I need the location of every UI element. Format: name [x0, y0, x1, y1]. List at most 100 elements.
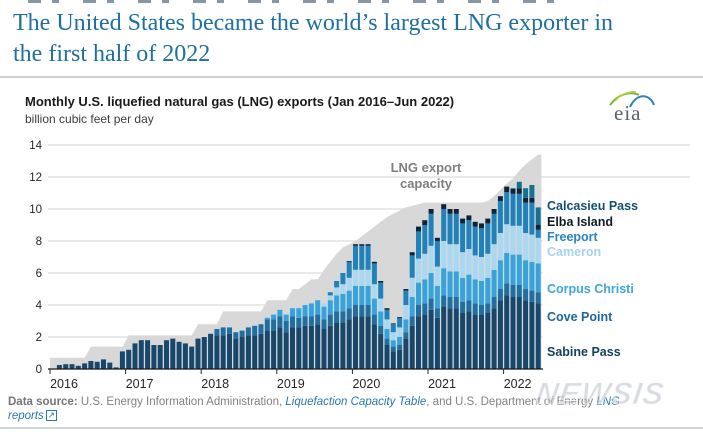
bar-segment-sabine-pass [529, 301, 535, 369]
bar-segment-elba-island [422, 220, 428, 225]
external-link-icon: ↗ [45, 410, 57, 421]
bar-segment-elba-island [378, 281, 384, 283]
bar-segment-cove-point [296, 317, 302, 328]
bar-segment-elba-island [428, 209, 434, 214]
bar-segment-sabine-pass [132, 343, 138, 369]
bar-segment-elba-island [384, 308, 390, 310]
capacity-annotation-line-2: capacity [400, 176, 453, 191]
bar-segment-sabine-pass [208, 333, 214, 369]
bar-segment-sabine-pass [504, 295, 510, 369]
bar-segment-sabine-pass [113, 367, 119, 369]
bar-segment-freeport [353, 245, 358, 270]
bar-segment-sabine-pass [252, 335, 258, 369]
bar-segment-sabine-pass [107, 362, 113, 369]
bar-segment-calcasieu-pass [516, 181, 522, 189]
bar-segment-freeport [453, 213, 459, 245]
bar-segment-cove-point [535, 292, 541, 304]
headline: The United States became the world’s lar… [13, 10, 614, 67]
bar-segment-sabine-pass [164, 340, 169, 369]
bar-segment-cameron [491, 244, 497, 270]
bar-segment-corpus-christi [384, 329, 390, 339]
bar-segment-cove-point [504, 283, 510, 296]
bar-segment-cove-point [491, 297, 497, 309]
bar-segment-corpus-christi [535, 263, 541, 293]
bar-segment-elba-island [491, 209, 497, 214]
bar-segment-cove-point [516, 285, 522, 297]
bar-segment-sabine-pass [340, 322, 346, 369]
bar-segment-corpus-christi [359, 285, 365, 305]
bar-segment-elba-island [504, 186, 510, 193]
data-source-label: Data source: [8, 396, 78, 408]
bar-segment-sabine-pass [453, 308, 459, 369]
bar-segment-cameron [378, 298, 384, 312]
bar-segment-cameron [359, 269, 365, 286]
bar-segment-cameron [346, 277, 352, 291]
x-tick-label-2022: 2022 [504, 377, 532, 391]
bar-segment-corpus-christi [453, 271, 459, 297]
bar-segment-sabine-pass [403, 338, 409, 369]
bar-segment-cove-point [283, 321, 289, 333]
liquefaction-capacity-table-link[interactable]: Liquefaction Capacity Table [285, 396, 427, 408]
bar-segment-elba-island [466, 215, 472, 221]
bar-segment-freeport [340, 273, 346, 285]
bar-segment-corpus-christi [523, 260, 529, 289]
bar-segment-cameron [535, 237, 541, 264]
bar-segment-elba-island [371, 261, 377, 264]
bar-segment-calcasieu-pass [523, 188, 529, 198]
legend-label-corpus-christi: Corpus Christi [547, 282, 634, 296]
bar-segment-sabine-pass [56, 365, 62, 369]
bar-segment-cameron [523, 233, 529, 261]
bar-segment-cameron [384, 319, 390, 329]
bar-segment-sabine-pass [94, 361, 100, 369]
bar-segment-corpus-christi [504, 253, 510, 284]
bar-segment-corpus-christi [334, 295, 340, 312]
bar-segment-cameron [504, 224, 510, 253]
bar-segment-corpus-christi [296, 308, 302, 318]
bar-segment-corpus-christi [365, 285, 371, 305]
bar-segment-cameron [321, 303, 327, 307]
bar-segment-cove-point [327, 314, 333, 326]
bar-segment-cameron [416, 258, 421, 283]
bar-segment-sabine-pass [321, 329, 327, 369]
bar-segment-freeport [529, 202, 535, 235]
bar-segment-cove-point [290, 316, 295, 328]
bar-segment-cove-point [245, 327, 251, 336]
bar-segment-cove-point [441, 295, 447, 307]
bar-segment-corpus-christi [409, 297, 415, 317]
bar-segment-corpus-christi [378, 311, 384, 326]
bar-segment-sabine-pass [245, 335, 251, 369]
bar-segment-cove-point [302, 316, 308, 326]
bottom-divider [0, 427, 703, 429]
cropped-text-fragment [28, 0, 568, 3]
bar-segment-freeport [504, 192, 510, 225]
bar-segment-sabine-pass [384, 345, 390, 369]
bar-segment-sabine-pass [283, 332, 289, 369]
bar-segment-elba-island [409, 252, 415, 256]
bar-segment-corpus-christi [321, 306, 327, 320]
y-tick-label-10: 10 [29, 204, 42, 216]
bar-segment-cove-point [214, 329, 220, 336]
bar-segment-sabine-pass [151, 345, 157, 369]
bar-segment-sabine-pass [138, 340, 144, 369]
y-tick-label-0: 0 [36, 364, 42, 376]
bar-segment-freeport [497, 201, 503, 233]
bar-segment-cameron [340, 284, 346, 294]
bar-segment-corpus-christi [340, 293, 346, 312]
bar-segment-sabine-pass [315, 324, 321, 369]
bar-segment-cameron [485, 253, 491, 278]
bar-segment-sabine-pass [491, 308, 497, 369]
bar-segment-cove-point [334, 311, 340, 323]
bar-segment-sabine-pass [466, 311, 472, 369]
lng-reports-link[interactable]: LNG reports [8, 396, 624, 422]
bar-segment-elba-island [434, 237, 440, 241]
bar-segment-freeport [334, 281, 340, 288]
bar-segment-elba-island [523, 197, 529, 203]
bar-segment-sabine-pass [365, 316, 371, 369]
bar-segment-cove-point [447, 297, 453, 309]
bar-segment-sabine-pass [390, 351, 396, 369]
bar-segment-cove-point [384, 338, 390, 345]
bar-segment-freeport [403, 290, 409, 305]
legend-label-cove-point: Cove Point [547, 310, 613, 324]
bar-segment-cove-point [340, 311, 346, 323]
bar-segment-elba-island [441, 204, 447, 209]
